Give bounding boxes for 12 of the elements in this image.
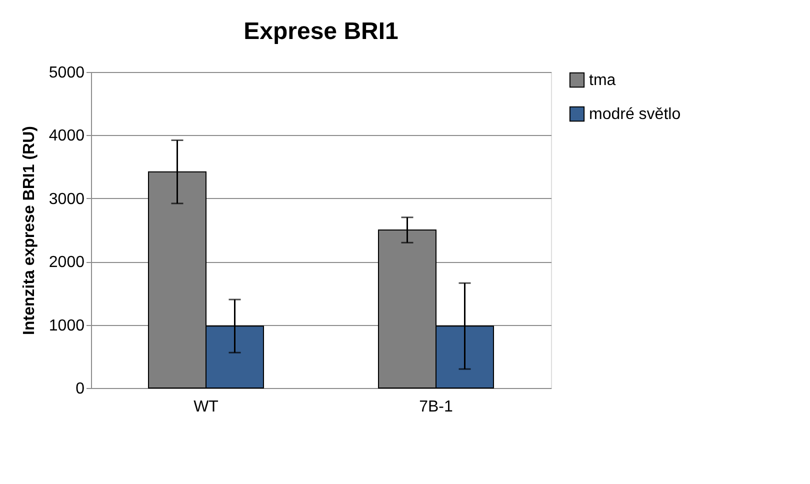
y-tick-label: 3000 bbox=[48, 190, 85, 208]
x-tick-label: WT bbox=[194, 398, 219, 416]
y-axis-title: Intenzita exprese BRI1 (RU) bbox=[20, 126, 38, 335]
y-tick-label: 1000 bbox=[48, 317, 85, 334]
legend-label: tma bbox=[589, 72, 616, 89]
y-tick-label: 0 bbox=[76, 380, 85, 398]
y-tick-label: 2000 bbox=[48, 254, 85, 272]
x-tick-label: 7B-1 bbox=[419, 398, 453, 416]
chart-title: Exprese BRI1 bbox=[244, 18, 398, 45]
y-tick-label: 5000 bbox=[48, 64, 85, 82]
y-tick-label: 4000 bbox=[48, 128, 85, 145]
legend-label: modré světlo bbox=[589, 106, 681, 123]
